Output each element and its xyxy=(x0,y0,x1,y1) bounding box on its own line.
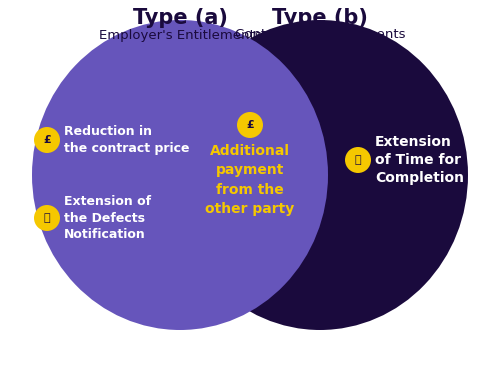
Ellipse shape xyxy=(172,20,468,330)
Text: ⏰: ⏰ xyxy=(354,155,362,165)
Text: Extension
of Time for
Completion: Extension of Time for Completion xyxy=(375,135,464,185)
Ellipse shape xyxy=(34,127,60,153)
Text: £: £ xyxy=(246,120,254,130)
Text: Additional
payment
from the
other party: Additional payment from the other party xyxy=(206,144,294,216)
Text: Reduction in
the contract price: Reduction in the contract price xyxy=(64,125,190,155)
Ellipse shape xyxy=(345,147,371,173)
Ellipse shape xyxy=(34,205,60,231)
Text: Type (a): Type (a) xyxy=(132,8,228,28)
Text: £: £ xyxy=(43,135,51,145)
Text: Extension of
the Defects
Notification: Extension of the Defects Notification xyxy=(64,195,151,241)
Text: ⏰: ⏰ xyxy=(44,213,51,223)
Text: Type (b): Type (b) xyxy=(272,8,368,28)
Text: Employer's Entitlements: Employer's Entitlements xyxy=(98,28,262,41)
Ellipse shape xyxy=(237,112,263,138)
Ellipse shape xyxy=(32,20,328,330)
Text: Contractor's Entitlements: Contractor's Entitlements xyxy=(235,28,405,41)
